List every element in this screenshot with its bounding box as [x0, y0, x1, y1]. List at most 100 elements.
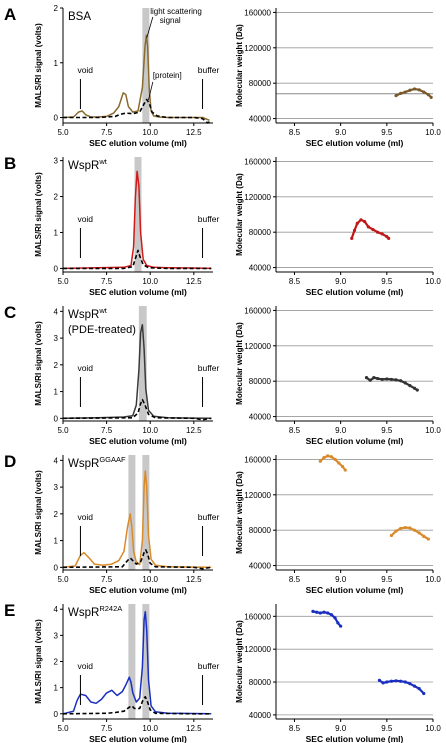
mw-point	[422, 534, 426, 538]
mw-point	[389, 679, 394, 683]
mw-point	[394, 378, 398, 382]
x-tick-label: 7.5	[101, 277, 113, 286]
shaded-region	[128, 604, 136, 719]
mw-point	[408, 526, 412, 530]
shaded-region	[128, 455, 136, 570]
mw-point	[417, 531, 421, 535]
y-tick-label: 1	[54, 388, 59, 397]
x-tick-label: 12.5	[186, 575, 202, 584]
mw-point	[389, 533, 394, 538]
protein-superscript: wt	[98, 306, 107, 315]
mw-point	[372, 376, 376, 380]
x-tick-label: 9.5	[381, 724, 393, 733]
x-tick-label: 5.0	[57, 277, 69, 286]
buffer-label: buffer	[198, 512, 220, 522]
y-tick-label: 2	[54, 193, 59, 202]
x-tick-label: 12.5	[186, 426, 202, 435]
y-tick-label: 0	[54, 414, 59, 423]
x-axis-label: SEC elution volume (ml)	[306, 436, 404, 446]
mw-point	[333, 457, 337, 462]
y-tick-label: 40000	[249, 115, 272, 124]
y-tick-label: 80000	[249, 678, 272, 687]
x-tick-label: 10.0	[425, 426, 441, 435]
x-tick-label: 9.5	[381, 277, 393, 286]
y-tick-label: 80000	[249, 228, 272, 237]
void-label: void	[77, 65, 93, 75]
y-axis-label: Molecular weight (Da)	[235, 24, 244, 107]
shaded-region	[134, 157, 142, 272]
y-tick-label: 4	[54, 456, 59, 465]
x-tick-label: 8.5	[289, 724, 301, 733]
void-label: void	[77, 661, 93, 671]
x-tick-label: 10.0	[142, 724, 158, 733]
protein-pointer	[148, 81, 154, 101]
protein-superscript: R242A	[99, 604, 122, 613]
y-tick-label: 0	[54, 563, 59, 572]
y-tick-label: 160000	[244, 306, 271, 315]
protein-superscript: wt	[98, 157, 107, 166]
mw-point	[355, 221, 359, 225]
x-tick-label: 9.0	[335, 426, 347, 435]
y-tick-label: 1	[54, 537, 59, 546]
y-tick-label: 1	[54, 228, 59, 237]
mw-point	[394, 529, 398, 533]
buffer-label: buffer	[198, 363, 220, 373]
mw-point	[315, 610, 319, 614]
panel-letter: A	[4, 5, 16, 24]
y-axis-label: MALS/RI signal (volts)	[34, 23, 43, 108]
y-tick-label: 40000	[249, 562, 272, 571]
y-tick-label: 160000	[244, 8, 271, 17]
y-axis-label: Molecular weight (Da)	[235, 173, 244, 256]
mw-point	[329, 455, 334, 459]
mw-point	[329, 613, 334, 617]
y-tick-label: 40000	[249, 264, 272, 273]
x-tick-label: 12.5	[186, 277, 202, 286]
mw-point	[340, 464, 345, 469]
y-tick-label: 3	[54, 157, 59, 166]
y-axis-label: Molecular weight (Da)	[235, 322, 244, 405]
y-tick-label: 1	[54, 684, 59, 693]
void-label: void	[77, 214, 93, 224]
x-tick-label: 12.5	[186, 724, 202, 733]
y-tick-label: 40000	[249, 413, 272, 422]
mw-point	[403, 680, 407, 684]
y-tick-label: 4	[54, 605, 59, 614]
protein-base: WspR	[68, 607, 99, 619]
chart-a-right: 8.5 9.0 9.5 10.0 40000 80000 120000 160000 SEC e…	[235, 8, 441, 148]
mw-point	[385, 377, 389, 381]
mw-point	[350, 236, 354, 240]
y-tick-label: 160000	[244, 157, 271, 166]
x-tick-label: 8.5	[289, 128, 301, 137]
mw-point	[359, 218, 363, 222]
mw-point	[352, 228, 357, 233]
protein-base: WspR	[68, 160, 99, 172]
shaded-region	[142, 455, 150, 570]
y-tick-label: 120000	[244, 342, 271, 351]
mw-point	[337, 461, 341, 465]
y-axis-label: MALS/RI signal (volts)	[34, 619, 43, 704]
x-axis-label: SEC elution volume (ml)	[306, 585, 404, 595]
signal-label: light scattering signal	[150, 7, 202, 25]
mw-point	[394, 679, 398, 683]
mw-point	[408, 682, 412, 686]
protein-base: BSA	[68, 11, 91, 23]
x-axis-label: SEC elution volume (ml)	[306, 734, 404, 743]
buffer-label: buffer	[198, 214, 220, 224]
y-tick-label: 2	[54, 510, 59, 519]
signal-label-line2: signal	[160, 16, 181, 25]
mw-point	[375, 230, 380, 234]
x-tick-label: 8.5	[289, 575, 301, 584]
mw-point	[343, 468, 347, 472]
y-tick-label: 80000	[249, 79, 272, 88]
y-tick-label: 2	[54, 658, 59, 667]
y-axis-label: MALS/RI signal (volts)	[34, 470, 43, 555]
mw-point	[333, 616, 337, 620]
y-tick-label: 0	[54, 114, 59, 123]
y-tick-label: 3	[54, 483, 59, 492]
x-axis-label: SEC elution volume (ml)	[89, 287, 187, 297]
void-label: void	[77, 363, 93, 373]
mw-point	[417, 88, 421, 92]
chart-b-left: 5.0 7.5 10.0 12.5 0 1 2 3 SEC elution volume (ml…	[4, 154, 219, 297]
buffer-label: buffer	[198, 65, 220, 75]
